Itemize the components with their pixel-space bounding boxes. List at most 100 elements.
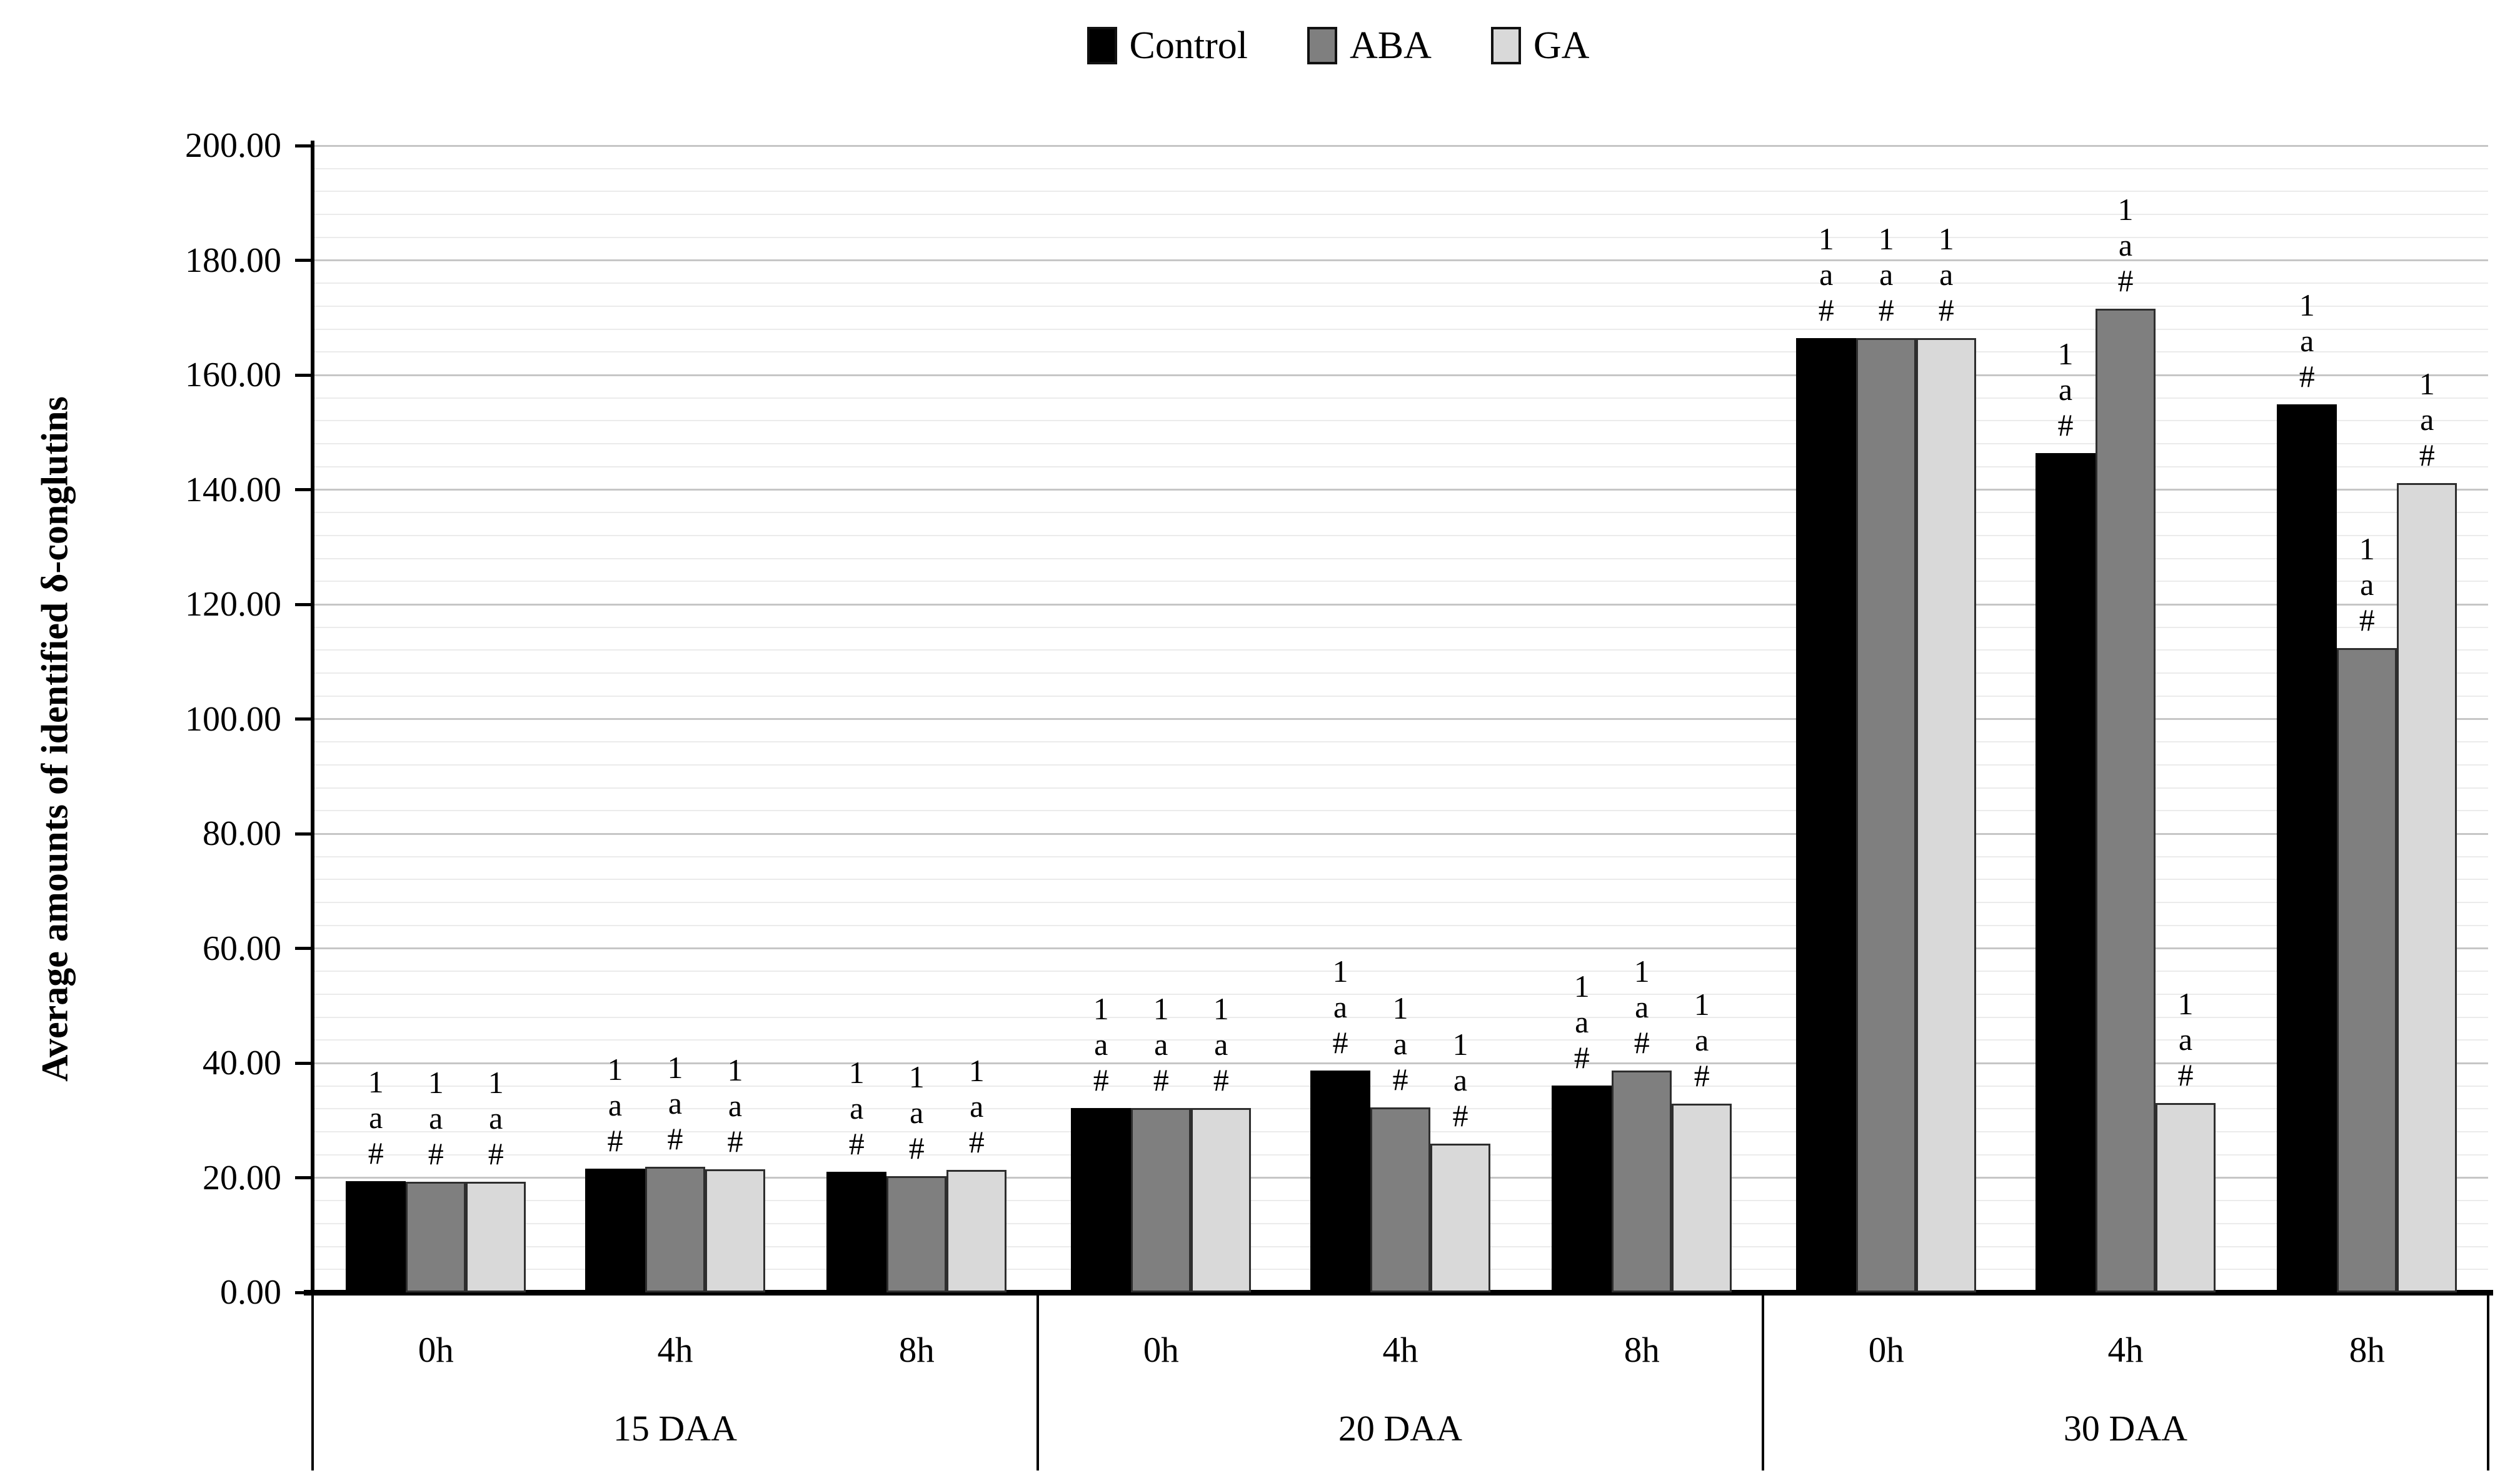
bar-control-8h-15DAA	[826, 1172, 887, 1292]
bar-control-0h-15DAA	[346, 1181, 406, 1292]
bar-annotation: 1 a #	[2117, 192, 2134, 299]
bar-ga-8h-20DAA	[1672, 1104, 1732, 1292]
minor-gridline	[313, 305, 2488, 307]
bar-control-4h-20DAA	[1310, 1070, 1370, 1292]
bar-annotation: 1 a #	[1153, 991, 1169, 1097]
bar-ga-0h-20DAA	[1191, 1107, 1252, 1292]
legend-item-control: Control	[1087, 26, 1248, 65]
minor-gridline	[313, 351, 2488, 353]
minor-gridline	[313, 466, 2488, 467]
bar-control-8h-20DAA	[1552, 1085, 1612, 1292]
bar-annotation: 1 a #	[1694, 987, 1710, 1094]
y-tick-mark	[295, 832, 313, 836]
legend-swatch-icon	[1307, 27, 1337, 64]
x-sublabel-4h: 4h	[2107, 1331, 2144, 1370]
x-sublabel-0h: 0h	[1143, 1331, 1179, 1370]
minor-gridline	[313, 764, 2488, 766]
x-grouplabel-30DAA: 30 DAA	[2063, 1408, 2188, 1449]
legend-item-ga: GA	[1490, 24, 1590, 67]
bar-annotation: 1 a #	[488, 1064, 504, 1171]
bar-annotation: 1 a #	[1818, 221, 1834, 328]
bar-annotation: 1 a #	[1093, 991, 1109, 1097]
y-tick-label: 180.00	[185, 241, 281, 280]
minor-gridline	[313, 787, 2488, 789]
minor-gridline	[313, 971, 2488, 972]
bar-control-0h-20DAA	[1071, 1107, 1132, 1292]
bar-annotation: 1 a #	[1878, 221, 1894, 328]
bar-annotation: 1 a #	[2359, 531, 2375, 637]
bar-aba-0h-15DAA	[406, 1181, 466, 1292]
y-tick-mark	[295, 373, 313, 377]
minor-gridline	[313, 236, 2488, 238]
y-tick-label: 40.00	[203, 1044, 281, 1082]
y-tick-mark	[295, 1061, 313, 1065]
minor-gridline	[313, 282, 2488, 284]
category-separator	[2487, 1292, 2489, 1471]
y-tick-mark	[295, 602, 313, 606]
major-gridline	[313, 144, 2488, 147]
bar-ga-4h-30DAA	[2156, 1103, 2216, 1292]
legend-label: GA	[1533, 24, 1590, 67]
bar-ga-0h-15DAA	[466, 1181, 526, 1292]
major-gridline	[313, 1062, 2488, 1064]
bar-aba-8h-20DAA	[1612, 1070, 1672, 1292]
y-tick-mark	[295, 1176, 313, 1179]
minor-gridline	[313, 856, 2488, 857]
x-grouplabel-20DAA: 20 DAA	[1338, 1408, 1463, 1449]
bar-annotation: 1 a #	[667, 1050, 683, 1157]
major-gridline	[313, 832, 2488, 835]
minor-gridline	[313, 695, 2488, 697]
bar-aba-0h-20DAA	[1131, 1107, 1192, 1292]
legend-item-aba: ABA	[1307, 26, 1432, 65]
x-sublabel-0h: 0h	[1868, 1331, 1904, 1370]
bar-control-4h-15DAA	[585, 1168, 645, 1292]
minor-gridline	[313, 1039, 2488, 1041]
y-tick-label: 120.00	[185, 585, 281, 624]
bar-ga-0h-30DAA	[1916, 338, 1977, 1292]
bar-aba-4h-30DAA	[2096, 309, 2156, 1292]
y-tick-label: 80.00	[203, 814, 281, 853]
bar-annotation: 1 a #	[2057, 336, 2074, 442]
bar-annotation: 1 a #	[908, 1059, 925, 1166]
y-axis-line	[311, 141, 314, 1292]
legend-label: Control	[1129, 24, 1248, 67]
y-tick-label: 60.00	[203, 929, 281, 968]
minor-gridline	[313, 557, 2488, 559]
y-tick-label: 100.00	[185, 699, 281, 739]
bar-annotation: 1 a #	[2177, 986, 2194, 1093]
minor-gridline	[313, 214, 2488, 216]
minor-gridline	[313, 191, 2488, 192]
x-sublabel-4h: 4h	[657, 1331, 693, 1370]
y-tick-mark	[295, 947, 313, 950]
category-separator	[311, 1292, 314, 1471]
bar-aba-8h-30DAA	[2337, 647, 2397, 1292]
bar-aba-4h-20DAA	[1370, 1107, 1430, 1292]
major-gridline	[313, 489, 2488, 491]
bar-annotation: 1 a #	[1634, 953, 1650, 1060]
y-tick-mark	[295, 144, 313, 147]
minor-gridline	[313, 902, 2488, 904]
bar-annotation: 1 a #	[1213, 991, 1229, 1097]
minor-gridline	[313, 328, 2488, 330]
bar-control-8h-30DAA	[2277, 404, 2337, 1292]
x-sublabel-0h: 0h	[418, 1331, 454, 1370]
y-tick-label: 160.00	[185, 356, 281, 394]
minor-gridline	[313, 810, 2488, 812]
minor-gridline	[313, 420, 2488, 422]
category-separator	[1762, 1292, 1764, 1471]
bar-annotation: 1 a #	[2299, 287, 2315, 394]
minor-gridline	[313, 626, 2488, 628]
legend-label: ABA	[1349, 24, 1432, 67]
major-gridline	[313, 259, 2488, 261]
major-gridline	[313, 718, 2488, 720]
minor-gridline	[313, 924, 2488, 926]
minor-gridline	[313, 512, 2488, 514]
bar-annotation: 1 a #	[1392, 990, 1408, 1097]
bar-annotation: 1 a #	[368, 1064, 384, 1171]
x-axis-line	[304, 1290, 2493, 1296]
bar-annotation: 1 a #	[727, 1052, 743, 1159]
bar-annotation: 1 a #	[428, 1064, 444, 1171]
category-separator	[1037, 1292, 1039, 1471]
